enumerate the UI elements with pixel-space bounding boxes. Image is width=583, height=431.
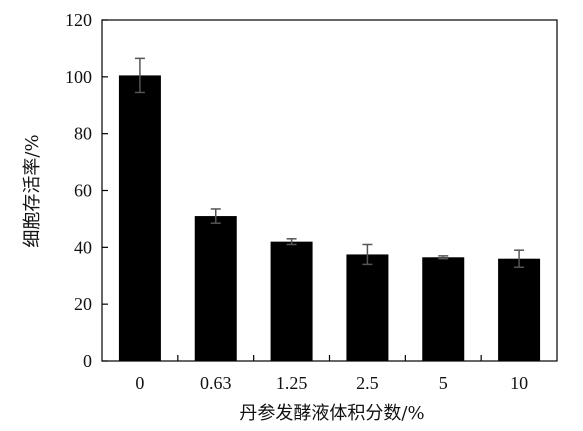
y-axis: 0 20 40 60 80 100 120 <box>65 10 108 371</box>
bar <box>118 75 161 361</box>
x-axis: 0 0.63 1.25 2.5 5 10 <box>135 355 528 393</box>
x-tick-label: 5 <box>439 373 448 393</box>
x-tick-label: 0 <box>135 373 144 393</box>
y-tick-label: 100 <box>65 67 92 87</box>
x-tick-label: 10 <box>510 373 528 393</box>
plot-border <box>101 19 558 362</box>
y-tick-label: 120 <box>65 10 92 30</box>
x-tick-label: 2.5 <box>356 373 379 393</box>
bar <box>422 257 465 361</box>
y-tick-label: 40 <box>74 237 92 257</box>
y-tick-label: 80 <box>74 124 92 144</box>
plot-frame <box>101 19 558 362</box>
bar <box>194 216 237 361</box>
bars-group <box>118 75 541 361</box>
x-axis-title: 丹参发酵液体积分数/% <box>239 403 424 424</box>
error-bars-group <box>134 57 525 268</box>
x-tick-label: 0.63 <box>200 373 232 393</box>
bar <box>270 241 313 361</box>
bar <box>346 254 389 361</box>
x-tick-label: 1.25 <box>276 373 308 393</box>
y-tick-label: 60 <box>74 181 92 201</box>
y-axis-title: 细胞存活率/% <box>22 134 43 247</box>
y-tick-label: 20 <box>74 294 92 314</box>
y-tick-label: 0 <box>83 351 92 371</box>
bar <box>498 258 541 361</box>
